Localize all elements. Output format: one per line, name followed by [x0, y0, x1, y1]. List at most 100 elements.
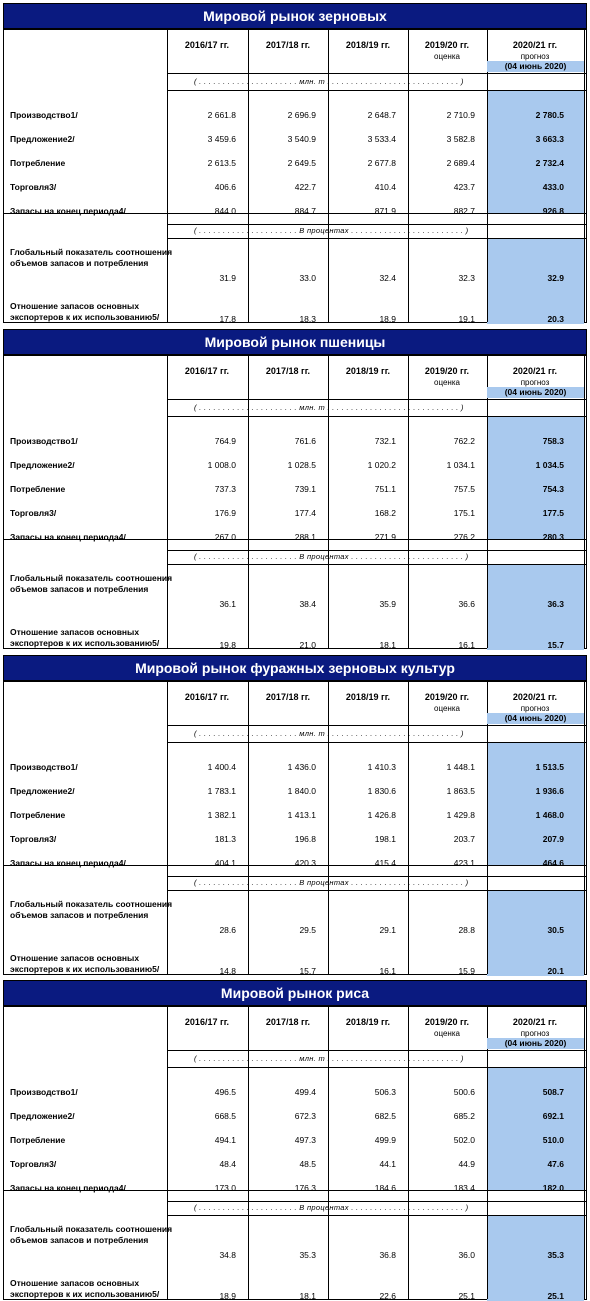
table-cell: 2 661.8 — [207, 110, 236, 120]
row-divider — [167, 1201, 586, 1202]
table-cell: 668.5 — [214, 1111, 236, 1121]
unit-label-percent: ( . . . . . . . . . . . . . . . . . . . … — [194, 552, 469, 561]
row-divider — [167, 1067, 586, 1068]
table-cell: 22.6 — [379, 1291, 396, 1301]
forecast-column-highlight — [487, 742, 584, 865]
table-cell: 47.6 — [547, 1159, 564, 1169]
table-cell: 692.1 — [542, 1111, 564, 1121]
table-cell: 168.2 — [374, 508, 396, 518]
table-cell: 198.1 — [374, 834, 396, 844]
table-cell: 29.1 — [379, 925, 396, 935]
table-cell: 1 936.6 — [535, 786, 564, 796]
table-cell: 420.3 — [294, 858, 316, 868]
table-cell: 29.5 — [299, 925, 316, 935]
table-cell: 672.3 — [294, 1111, 316, 1121]
table-cell: 844.0 — [214, 206, 236, 216]
table-cell: 926.8 — [542, 206, 564, 216]
table-cell: 1 863.5 — [446, 786, 475, 796]
table-cell: 3 533.4 — [367, 134, 396, 144]
column-header: 2020/21 гг. — [512, 366, 558, 376]
table-cell: 1 513.5 — [535, 762, 564, 772]
column-divider — [248, 1007, 249, 1299]
column-divider — [487, 1007, 488, 1299]
table-cell: 1 468.0 — [535, 810, 564, 820]
table-cell: 18.1 — [379, 640, 396, 650]
table-cell: 737.3 — [214, 484, 236, 494]
column-header: 2016/17 гг. — [184, 40, 230, 50]
unit-label-mln: ( . . . . . . . . . . . . . . . . . . . … — [194, 403, 464, 412]
unit-label-percent: ( . . . . . . . . . . . . . . . . . . . … — [194, 226, 469, 235]
row-label: Запасы на конец периода4/ — [10, 532, 126, 542]
table-cell: 3 459.6 — [207, 134, 236, 144]
table-cell: 184.6 — [374, 1183, 396, 1193]
row-divider — [167, 238, 586, 239]
table-cell: 38.4 — [299, 599, 316, 609]
column-subheader-estimate: оценка — [434, 52, 460, 61]
column-divider — [248, 356, 249, 648]
table-cell: 1 008.0 — [207, 460, 236, 470]
row-label: Потребление — [10, 1135, 66, 1145]
table-cell: 415.4 — [374, 858, 396, 868]
column-header: 2020/21 гг. — [512, 692, 558, 702]
table-cell: 1 783.1 — [207, 786, 236, 796]
table-cell: 3 582.8 — [446, 134, 475, 144]
forecast-column-highlight — [487, 890, 584, 976]
data-table: 2016/17 гг. 2017/18 гг. 2018/19 гг. 2019/20… — [3, 681, 587, 976]
table-cell: 18.9 — [219, 1291, 236, 1301]
row-divider — [167, 742, 586, 743]
row-label: Предложение2/ — [10, 1111, 75, 1121]
row-divider — [167, 1050, 586, 1051]
row-label: Потребление — [10, 484, 66, 494]
table-cell: 33.0 — [299, 273, 316, 283]
table-cell: 28.8 — [458, 925, 475, 935]
row-label: Глобальный показатель соотношения объемо… — [10, 573, 173, 594]
table-cell: 1 436.0 — [287, 762, 316, 772]
table-cell: 16.1 — [458, 640, 475, 650]
table-cell: 280.3 — [542, 532, 564, 542]
unit-label-mln: ( . . . . . . . . . . . . . . . . . . . … — [194, 77, 464, 86]
table-cell: 36.1 — [219, 599, 236, 609]
row-label: Запасы на конец периода4/ — [10, 206, 126, 216]
table-cell: 1 028.5 — [287, 460, 316, 470]
table-cell: 182.0 — [542, 1183, 564, 1193]
table-cell: 1 400.4 — [207, 762, 236, 772]
column-divider — [487, 30, 488, 322]
table-cell: 25.1 — [547, 1291, 564, 1301]
table-cell: 682.5 — [374, 1111, 396, 1121]
row-label: Глобальный показатель соотношения объемо… — [10, 247, 173, 268]
column-subheader-forecast: прогноз — [520, 378, 550, 387]
table-cell: 2 780.5 — [535, 110, 564, 120]
table-cell: 36.6 — [458, 599, 475, 609]
row-divider — [167, 876, 586, 877]
table-cell: 32.4 — [379, 273, 396, 283]
table-section: Мировой рынок зерновых 2016/17 гг. 2017/18… — [0, 0, 590, 324]
table-cell: 2 710.9 — [446, 110, 475, 120]
forecast-date: (04 июнь 2020) — [487, 61, 584, 72]
row-label: Отношение запасов основных экспортеров к… — [10, 627, 160, 648]
table-cell: 18.9 — [379, 314, 396, 324]
column-header: 2016/17 гг. — [184, 1017, 230, 1027]
table-cell: 3 540.9 — [287, 134, 316, 144]
table-cell: 20.3 — [547, 314, 564, 324]
forecast-date: (04 июнь 2020) — [487, 1038, 584, 1049]
column-header: 2020/21 гг. — [512, 1017, 558, 1027]
table-cell: 173.0 — [214, 1183, 236, 1193]
column-divider — [584, 30, 585, 322]
table-cell: 508.7 — [542, 1087, 564, 1097]
column-divider — [328, 356, 329, 648]
column-divider — [584, 356, 585, 648]
table-cell: 871.9 — [374, 206, 396, 216]
table-cell: 422.7 — [294, 182, 316, 192]
table-cell: 754.3 — [542, 484, 564, 494]
forecast-column-highlight — [487, 90, 584, 213]
unit-label-mln: ( . . . . . . . . . . . . . . . . . . . … — [194, 1054, 464, 1063]
table-cell: 761.6 — [294, 436, 316, 446]
column-divider — [248, 30, 249, 322]
table-cell: 1 020.2 — [367, 460, 396, 470]
table-cell: 276.2 — [453, 532, 475, 542]
row-label: Отношение запасов основных экспортеров к… — [10, 953, 160, 974]
table-cell: 35.3 — [547, 1250, 564, 1260]
table-cell: 18.1 — [299, 1291, 316, 1301]
column-subheader-estimate: оценка — [434, 704, 460, 713]
